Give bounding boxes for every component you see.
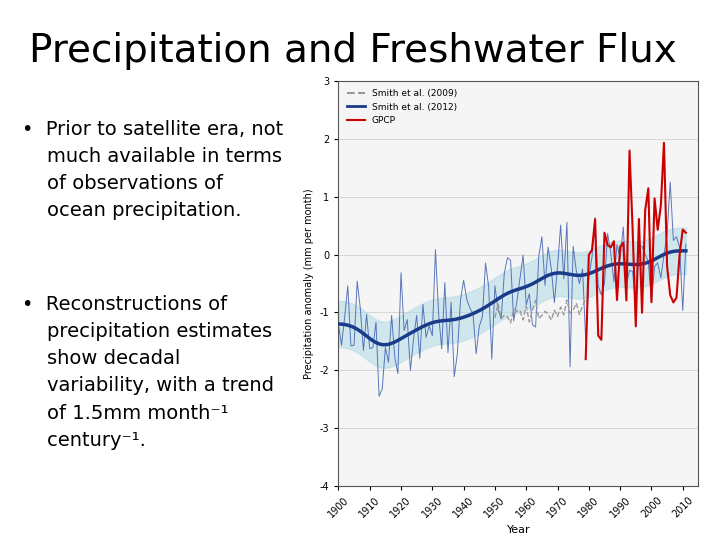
X-axis label: Year: Year: [507, 525, 530, 535]
Y-axis label: Precipitation anomaly (mm per month): Precipitation anomaly (mm per month): [304, 188, 314, 379]
Legend: Smith et al. (2009), Smith et al. (2012), GPCP: Smith et al. (2009), Smith et al. (2012)…: [343, 85, 461, 129]
Text: •  Reconstructions of
    precipitation estimates
    show decadal
    variabili: • Reconstructions of precipitation estim…: [22, 295, 274, 450]
Text: Precipitation and Freshwater Flux: Precipitation and Freshwater Flux: [29, 32, 677, 70]
Text: •  Prior to satellite era, not
    much available in terms
    of observations o: • Prior to satellite era, not much avail…: [22, 120, 283, 220]
